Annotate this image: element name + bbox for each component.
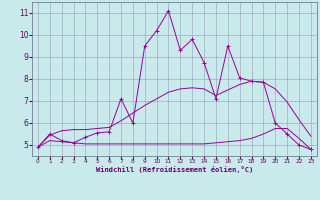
X-axis label: Windchill (Refroidissement éolien,°C): Windchill (Refroidissement éolien,°C) (96, 166, 253, 173)
